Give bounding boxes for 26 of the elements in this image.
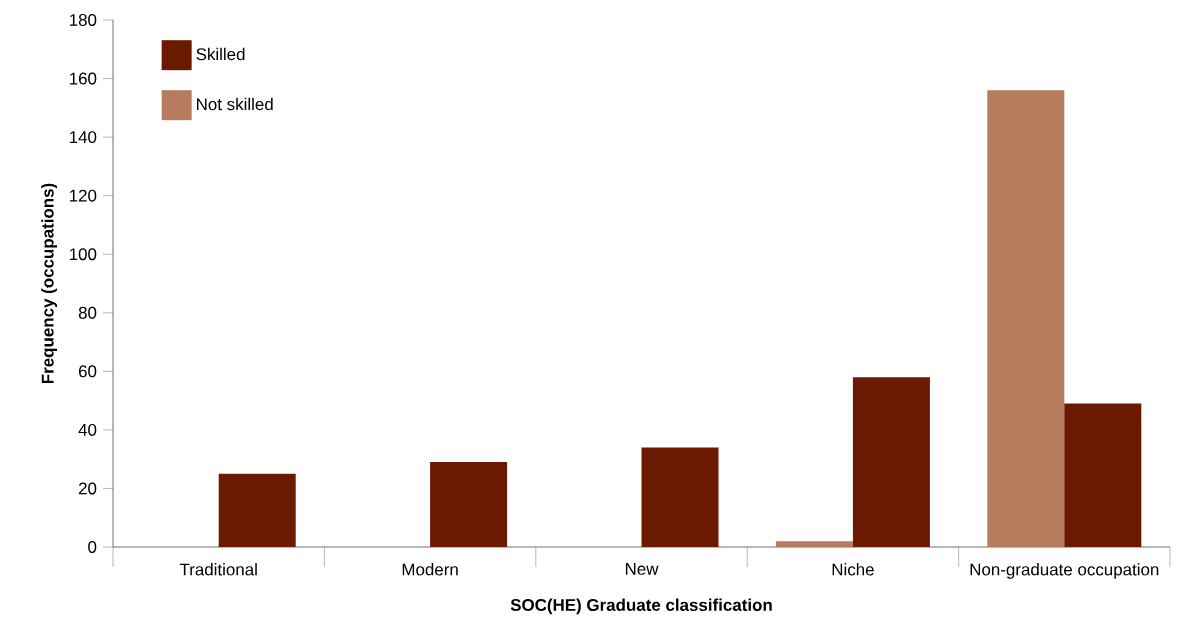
y-tick-label: 40 — [78, 423, 97, 436]
y-tick-label: 60 — [78, 365, 97, 378]
x-tick-label: Traditional — [179, 563, 257, 576]
y-tick-label: 180 — [69, 14, 97, 26]
bar — [1064, 403, 1142, 547]
y-tick-label: 100 — [69, 248, 97, 261]
y-tick-label: 120 — [69, 189, 97, 202]
x-axis-title: SOC(HE) Graduate classification — [510, 598, 772, 615]
bar — [218, 473, 296, 547]
bar — [641, 447, 719, 547]
y-tick-label: 0 — [88, 541, 97, 553]
legend-label: Skilled — [196, 47, 245, 61]
y-tick-label: 80 — [78, 306, 97, 319]
y-tick-label: 160 — [69, 72, 97, 85]
bar — [852, 377, 930, 547]
legend-label: Not skilled — [197, 97, 273, 111]
x-tick-label: Modern — [402, 563, 458, 576]
y-tick-label: 20 — [78, 482, 97, 495]
bar — [987, 90, 1065, 547]
x-tick-label: Non-graduate occupation — [970, 563, 1159, 579]
bar — [430, 462, 508, 547]
x-tick-label: Niche — [832, 563, 874, 576]
x-tick-label: New — [625, 563, 659, 575]
bar — [775, 541, 853, 547]
y-tick-label: 140 — [69, 131, 97, 144]
y-axis-title: Frequency (occupations) — [41, 183, 57, 384]
